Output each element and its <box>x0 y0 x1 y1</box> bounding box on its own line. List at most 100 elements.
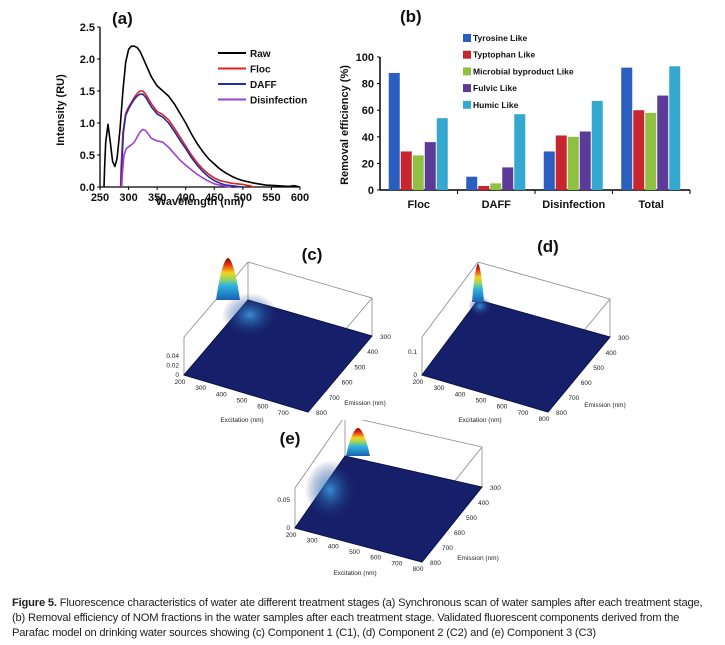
x-tick-label: 400 <box>455 391 466 398</box>
chart-a-y-tick-label: 2.0 <box>80 54 95 66</box>
chart-a-line-floc <box>119 90 255 188</box>
x-tick-label: 600 <box>257 404 268 411</box>
chart-b-legend: Tyrosine Like Typtophan Like Microbial byp… <box>463 33 574 110</box>
chart-b-bar <box>412 155 424 190</box>
y-tick-label: 300 <box>618 335 629 342</box>
chart-c-title: (c) <box>302 245 323 264</box>
y-tick-label: 500 <box>593 365 604 372</box>
chart-a-legend-label: Raw <box>250 49 271 60</box>
chart-b-bar <box>543 151 555 190</box>
chart-d-xlabel: Excitation (nm) <box>458 417 501 424</box>
chart-b-bar <box>579 131 591 190</box>
chart-c-ylabel: Emission (nm) <box>344 400 386 407</box>
chart-b-legend-label: Microbial byproduct Like <box>473 66 574 76</box>
chart-b-bar <box>424 142 436 190</box>
chart-b-x-tick-label: Total <box>639 199 664 211</box>
y-tick-label: 600 <box>454 530 465 537</box>
chart-c-xlabel: Excitation (nm) <box>220 417 263 424</box>
chart-d-surface-floor <box>422 300 610 412</box>
y-tick-label: 300 <box>380 334 391 341</box>
chart-a-xlabel: Wavelength (nm) <box>156 196 245 208</box>
x-tick-label: 400 <box>216 391 227 398</box>
chart-a-line-daff <box>120 93 243 188</box>
chart-b-legend-swatch <box>463 67 471 76</box>
chart-b-bar <box>388 72 400 190</box>
chart-b-legend-swatch <box>463 100 471 109</box>
chart-a-x-tick-label: 400 <box>177 192 195 204</box>
y-tick-label: 700 <box>442 545 453 552</box>
chart-a-ylabel: Intensity (RU) <box>55 74 67 146</box>
y-tick-label: 400 <box>606 350 617 357</box>
chart-b-bar <box>669 66 681 190</box>
chart-a-x-tick-label: 250 <box>91 192 109 204</box>
box-edge <box>183 261 249 338</box>
chart-a-legend: Raw Floc DAFF Disinfection <box>218 49 307 107</box>
surface-edge <box>421 299 611 413</box>
x-tick-label: 800 <box>413 566 424 573</box>
chart-a-legend-label: Floc <box>250 65 271 76</box>
y-tick-label: 800 <box>556 410 567 417</box>
chart-b-bar <box>490 183 502 190</box>
chart-c-surface-floor <box>184 300 372 412</box>
chart-b-bar <box>657 95 669 190</box>
chart-b-bar <box>555 135 567 190</box>
chart-b-bar <box>591 100 603 190</box>
y-tick-label: 700 <box>568 395 579 402</box>
chart-a-x-tick-label: 500 <box>234 192 252 204</box>
chart-b-removal-efficiency: (b) 0 20 40 60 80 100 Floc DAFF Disinfection Tota… <box>339 7 691 211</box>
x-tick-label: 300 <box>307 538 318 545</box>
chart-c-component-1: 0 0.02 0.04 200 300 400 500 600 700 300 400 500 600 7… <box>166 245 391 424</box>
y-tick-label: 300 <box>490 485 501 492</box>
x-tick-label: 700 <box>391 560 402 567</box>
chart-a-x-tick-label: 600 <box>291 192 309 204</box>
chart-b-y-tick-label: 40 <box>362 132 374 144</box>
chart-b-bar <box>514 114 526 190</box>
chart-a-y-tick-label: 2.5 <box>80 22 95 34</box>
y-tick-label: 400 <box>367 349 378 356</box>
z-tick-label: 0 <box>286 525 290 532</box>
figure-caption: Figure 5. Fluorescence characteristics o… <box>12 596 717 641</box>
chart-b-bar <box>502 167 514 190</box>
chart-e-title: (e) <box>280 429 301 448</box>
chart-b-bars <box>388 66 681 190</box>
chart-a-x-tick-label: 350 <box>148 192 166 204</box>
x-tick-label: 600 <box>497 404 508 411</box>
chart-b-legend-label: Fulvic Like <box>473 83 517 93</box>
box-edge <box>421 261 479 338</box>
x-tick-label: 300 <box>434 385 445 392</box>
x-tick-label: 500 <box>476 398 487 405</box>
y-tick-label: 800 <box>430 560 441 567</box>
chart-a-x-tick-label: 550 <box>262 192 280 204</box>
x-tick-label: 500 <box>349 549 360 556</box>
chart-a-y-tick-label: 1.0 <box>80 118 95 130</box>
y-tick-label: 700 <box>329 395 340 402</box>
chart-b-x-tick-label: Disinfection <box>542 199 605 211</box>
chart-a-x-tick-label: 300 <box>119 192 137 204</box>
x-tick-label: 400 <box>328 543 339 550</box>
chart-b-bar <box>633 110 645 190</box>
chart-b-bar <box>621 67 633 190</box>
chart-a-legend-label: DAFF <box>250 80 277 91</box>
box-edge <box>477 261 611 300</box>
chart-a-legend-label: Disinfection <box>250 96 307 107</box>
z-tick-label: 0 <box>413 372 417 379</box>
caption-text: Fluorescence characteristics of water at… <box>12 597 703 639</box>
chart-e-ylabel: Emission (nm) <box>457 555 499 562</box>
chart-c-surface-peak <box>216 258 240 300</box>
z-tick-label: 0.02 <box>166 363 179 370</box>
chart-c-surface-glow <box>222 293 278 337</box>
chart-a-series <box>103 45 301 188</box>
chart-a-y-tick-label: 0.5 <box>80 150 95 162</box>
chart-b-bar <box>466 176 478 190</box>
x-tick-label: 500 <box>237 398 248 405</box>
chart-b-legend-swatch <box>463 84 471 93</box>
chart-a-synchronous-scan: (a) 250 300 350 400 450 500 550 600 0.0 0.5 1.0 1.5… <box>55 9 309 208</box>
chart-b-title: (b) <box>400 7 422 26</box>
x-tick-label: 300 <box>195 385 206 392</box>
chart-b-y-tick-label: 80 <box>362 79 374 91</box>
z-tick-label: 0.05 <box>277 497 290 504</box>
chart-b-y-tick-label: 0 <box>368 185 374 197</box>
caption-lead: Figure 5. <box>12 597 57 609</box>
chart-b-legend-label: Humic Like <box>473 100 519 110</box>
chart-a-y-tick-label: 0.0 <box>80 182 95 194</box>
